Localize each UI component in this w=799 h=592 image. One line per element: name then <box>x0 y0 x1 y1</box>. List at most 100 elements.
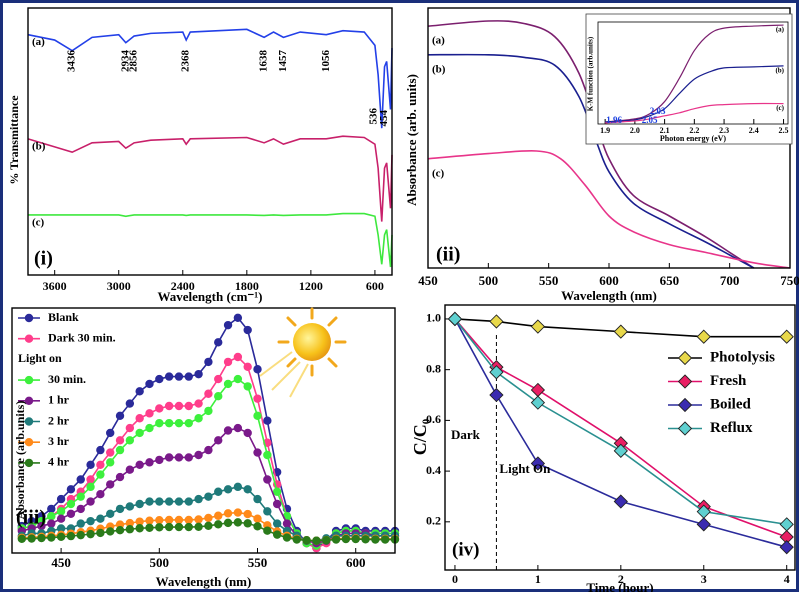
x-tick-label: 3000 <box>107 279 131 293</box>
y-tick-label: 1.0 <box>426 311 441 325</box>
marker <box>489 365 504 380</box>
marker <box>253 514 262 523</box>
marker <box>145 523 154 532</box>
marker <box>96 514 105 523</box>
marker <box>174 372 184 381</box>
marker <box>106 480 115 489</box>
marker <box>125 465 135 474</box>
marker <box>447 311 463 327</box>
marker <box>253 522 262 531</box>
marker <box>125 423 135 433</box>
marker <box>696 517 711 532</box>
series-line <box>605 102 784 124</box>
marker <box>96 490 105 499</box>
marker <box>272 487 282 496</box>
marker <box>204 445 213 455</box>
marker <box>194 399 203 408</box>
x-axis-label: Time (hour) <box>586 580 653 592</box>
annotation: 536 <box>367 108 379 125</box>
series-line <box>27 28 393 129</box>
legend-label: Blank <box>48 310 79 324</box>
panel-label: (i) <box>34 248 53 270</box>
marker <box>233 518 243 527</box>
legend-marker <box>24 396 34 405</box>
marker <box>282 519 292 528</box>
marker <box>86 497 95 506</box>
series-line <box>454 318 787 338</box>
marker <box>155 497 164 506</box>
marker <box>106 428 115 438</box>
marker <box>223 379 233 389</box>
legend-marker <box>677 374 693 389</box>
legend-marker <box>24 417 34 426</box>
marker <box>66 531 76 541</box>
plot-frame <box>11 307 396 554</box>
marker <box>613 443 628 458</box>
marker <box>194 522 203 531</box>
marker <box>204 492 213 501</box>
marker <box>263 475 272 484</box>
marker <box>56 507 66 516</box>
marker <box>135 460 144 469</box>
series-label: (c) <box>432 167 445 179</box>
marker <box>155 455 164 465</box>
series-line <box>427 53 755 269</box>
marker <box>56 532 66 542</box>
legend-label: Boiled <box>710 396 751 412</box>
y-tick-label: 0.6 <box>426 412 441 426</box>
marker <box>135 387 144 396</box>
marker <box>263 416 272 425</box>
marker <box>233 352 243 362</box>
marker <box>696 504 711 519</box>
marker <box>125 436 135 445</box>
marker <box>233 423 243 433</box>
legend-label: Reflux <box>710 420 753 436</box>
series-line <box>28 212 393 268</box>
marker <box>530 456 546 471</box>
marker <box>115 526 125 535</box>
marker <box>223 426 233 435</box>
annotation: 1056 <box>320 50 332 73</box>
annotation: 1457 <box>277 50 289 73</box>
marker <box>243 362 252 371</box>
marker <box>47 504 56 514</box>
legend-subtitle: Light on <box>18 351 62 365</box>
marker <box>125 525 135 534</box>
x-tick-label: 0 <box>452 572 458 586</box>
marker <box>243 325 252 335</box>
marker <box>145 379 154 389</box>
marker <box>263 507 272 516</box>
marker <box>233 313 243 322</box>
marker <box>145 497 154 506</box>
marker <box>243 382 252 391</box>
annotation: 454 <box>378 110 390 127</box>
annotation: 1.96 <box>606 115 622 125</box>
marker <box>66 499 76 509</box>
x-tick-label: 2.2 <box>689 126 699 135</box>
marker <box>76 492 85 501</box>
x-tick-label: 2400 <box>171 279 195 293</box>
marker <box>194 450 203 460</box>
marker <box>145 409 154 418</box>
marker <box>164 453 174 462</box>
marker <box>223 509 233 518</box>
marker <box>351 534 360 544</box>
plot-frame <box>27 7 393 276</box>
marker <box>214 487 223 496</box>
x-tick-label: 3600 <box>43 279 67 293</box>
marker <box>164 418 174 428</box>
series-line <box>605 65 784 123</box>
x-tick-label: 3 <box>701 572 707 586</box>
x-tick-label: 2.4 <box>749 126 759 135</box>
x-tick-label: 600 <box>599 273 619 288</box>
plot-frame <box>597 21 789 125</box>
x-tick-label: 550 <box>539 273 559 288</box>
marker <box>253 494 262 504</box>
marker <box>253 411 262 420</box>
annotation: Dark <box>451 427 481 442</box>
marker <box>184 522 193 532</box>
marker <box>312 536 321 545</box>
x-tick-label: 1200 <box>299 279 323 293</box>
marker <box>145 516 154 525</box>
marker <box>184 401 193 411</box>
